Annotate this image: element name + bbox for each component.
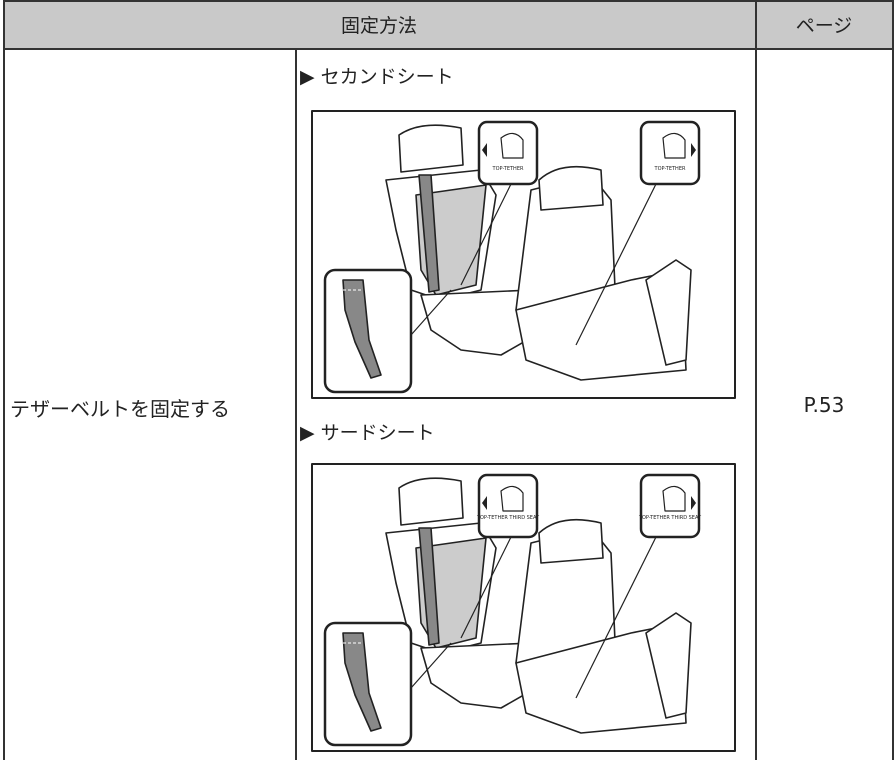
- caption: ▶ サードシート: [300, 422, 435, 444]
- icon-seat: [662, 132, 686, 159]
- icon-label: TOP-TETHER THIRD SEAT: [638, 515, 702, 521]
- inset-strap: [342, 279, 382, 379]
- header-method: 固定方法: [340, 15, 417, 37]
- border: [3, 0, 5, 760]
- border: [3, 48, 893, 50]
- seat-base: [515, 269, 687, 381]
- leader: [460, 183, 512, 286]
- icon-box: [477, 473, 539, 539]
- header-cell: 固定方法: [3, 0, 755, 49]
- icon-box: [639, 120, 701, 186]
- seat-base: [515, 622, 687, 734]
- headrest: [398, 124, 464, 173]
- icon-arrow: [482, 496, 487, 510]
- headrest: [538, 165, 604, 211]
- icon-seat: [500, 132, 524, 159]
- strap: [418, 174, 440, 293]
- leader: [410, 289, 452, 336]
- icon-arrow: [691, 143, 696, 157]
- leader: [575, 183, 657, 346]
- icon-seat: [500, 485, 524, 512]
- armrest: [645, 259, 692, 366]
- caption: ▶ セカンドシート: [300, 66, 454, 88]
- illustration: TOP-TETHER TOP-TETHER: [311, 110, 736, 399]
- icon-box: [639, 473, 701, 539]
- leader: [460, 536, 512, 639]
- border: [295, 48, 297, 760]
- icon-arrow: [482, 143, 487, 157]
- header-cell: ページ: [755, 0, 893, 49]
- armrest: [645, 612, 692, 719]
- headrest: [398, 477, 464, 526]
- border: [892, 0, 894, 760]
- border: [755, 0, 757, 760]
- icon-label: TOP-TETHER: [654, 166, 686, 172]
- method: テザーベルトを固定する: [10, 397, 230, 421]
- leader: [575, 536, 657, 699]
- icon-box: [477, 120, 539, 186]
- page-ref: P.53: [803, 393, 845, 417]
- header-page: ページ: [795, 15, 853, 37]
- leader: [410, 642, 452, 689]
- illustration: TOP-TETHER THIRD SEAT TOP-TETHER THIRD SE…: [311, 463, 736, 752]
- icon-label: TOP-TETHER THIRD SEAT: [476, 515, 540, 521]
- icon-label: TOP-TETHER: [492, 166, 524, 172]
- border: [3, 0, 893, 2]
- headrest: [538, 518, 604, 564]
- inset-strap: [342, 632, 382, 732]
- icon-arrow: [691, 496, 696, 510]
- icon-seat: [662, 485, 686, 512]
- strap: [418, 527, 440, 646]
